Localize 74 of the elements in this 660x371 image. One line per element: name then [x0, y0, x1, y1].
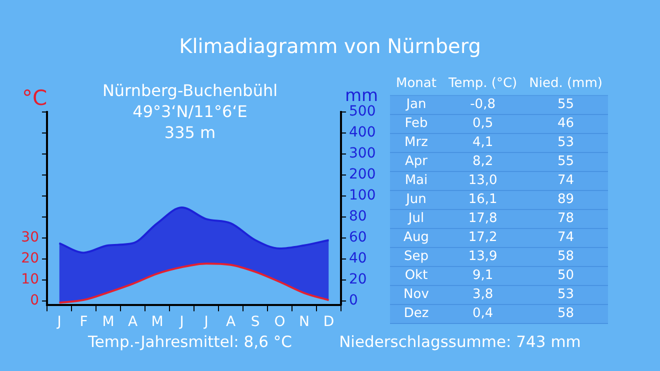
data-label: 89 — [523, 190, 608, 210]
annotation: 49°3‘N/11°6‘E — [132, 101, 248, 122]
x-tick-label: O — [274, 314, 286, 330]
data-label: 13,9 — [442, 248, 524, 266]
data-label: 4,1 — [442, 134, 524, 152]
text: Temp.-Jahresmittel: 8,6 °C — [88, 333, 292, 351]
x-tick-label: M — [102, 314, 114, 330]
y3-tick-label: 300 — [349, 146, 376, 162]
data-label: 17,2 — [442, 228, 524, 248]
data-label: 17,8 — [442, 210, 524, 228]
data-label: 9,1 — [442, 266, 524, 286]
category-label: Feb — [390, 114, 442, 134]
data-label: 74 — [523, 228, 608, 248]
category-label: Jul — [390, 210, 442, 228]
text: Niederschlagssumme: 743 mm — [338, 333, 582, 351]
x-tick-label: J — [56, 314, 62, 330]
data-label: 74 — [523, 172, 608, 190]
category-label: Okt — [390, 266, 442, 286]
y2-tick-label: 40 — [349, 250, 367, 267]
series-label: Nied. (mm) — [523, 72, 608, 96]
text: Nürnberg-Buchenbühl — [101, 80, 279, 101]
y2-axis-title: mm — [345, 86, 378, 106]
x-tick-label: F — [80, 314, 88, 330]
y3-tick-label: 400 — [349, 124, 376, 141]
x-tick-label: J — [178, 314, 184, 330]
x-tick-label: S — [250, 314, 260, 330]
x-tick-label: A — [128, 314, 138, 330]
x-tick-label: N — [299, 314, 310, 330]
data-label: 13,0 — [442, 172, 524, 190]
y-tick-label: 30 — [21, 230, 39, 246]
data-label: 0,5 — [442, 114, 524, 134]
y-axis-title: °C — [22, 86, 48, 110]
data-label: 3,8 — [442, 286, 524, 304]
data-label: 55 — [523, 152, 608, 172]
y3-tick-label: 200 — [349, 166, 376, 183]
category-label: Mai — [390, 172, 442, 190]
data-label: 58 — [523, 248, 608, 266]
y2-tick-label: 100 — [349, 188, 376, 204]
line-series — [58, 262, 330, 304]
chart-title: Klimadiagramm von Nürnberg — [178, 34, 482, 58]
y-tick-label: 20 — [21, 250, 39, 267]
category-label: Jan — [390, 96, 442, 114]
data-label: 53 — [523, 134, 608, 152]
category-label: Apr — [390, 152, 442, 172]
x-tick-label: M — [151, 314, 164, 330]
text: Monat — [390, 72, 442, 96]
data-label: 78 — [523, 210, 608, 228]
category-label: Sep — [390, 248, 442, 266]
data-label: 8,2 — [442, 152, 524, 172]
y2-tick-label: 0 — [349, 292, 358, 309]
data-label: 53 — [523, 286, 608, 304]
y-tick-label: 10 — [21, 272, 39, 288]
x-tick-label: J — [203, 314, 208, 330]
data-label: 0,4 — [442, 304, 524, 324]
y3-tick-label: 500 — [349, 104, 376, 120]
annotation: 335 m — [163, 122, 217, 143]
data-label: 16,1 — [442, 190, 524, 210]
category-label: Jun — [390, 190, 442, 210]
category-label: Mrz — [390, 134, 442, 152]
category-label: Dez — [390, 304, 442, 324]
y-tick-label: 0 — [30, 292, 39, 309]
data-label: 55 — [523, 96, 608, 114]
x-tick-label: A — [226, 314, 236, 330]
data-label: 46 — [523, 114, 608, 134]
x-tick-label: D — [323, 314, 334, 330]
y2-tick-label: 20 — [349, 272, 367, 288]
data-label: -0,8 — [442, 96, 524, 114]
data-label: 50 — [523, 266, 608, 286]
y2-tick-label: 60 — [349, 230, 367, 246]
y2-tick-label: 80 — [349, 208, 367, 225]
category-label: Nov — [390, 286, 442, 304]
series-label: Temp. (°C) — [442, 72, 524, 96]
data-label: 58 — [523, 304, 608, 324]
category-label: Aug — [390, 228, 442, 248]
